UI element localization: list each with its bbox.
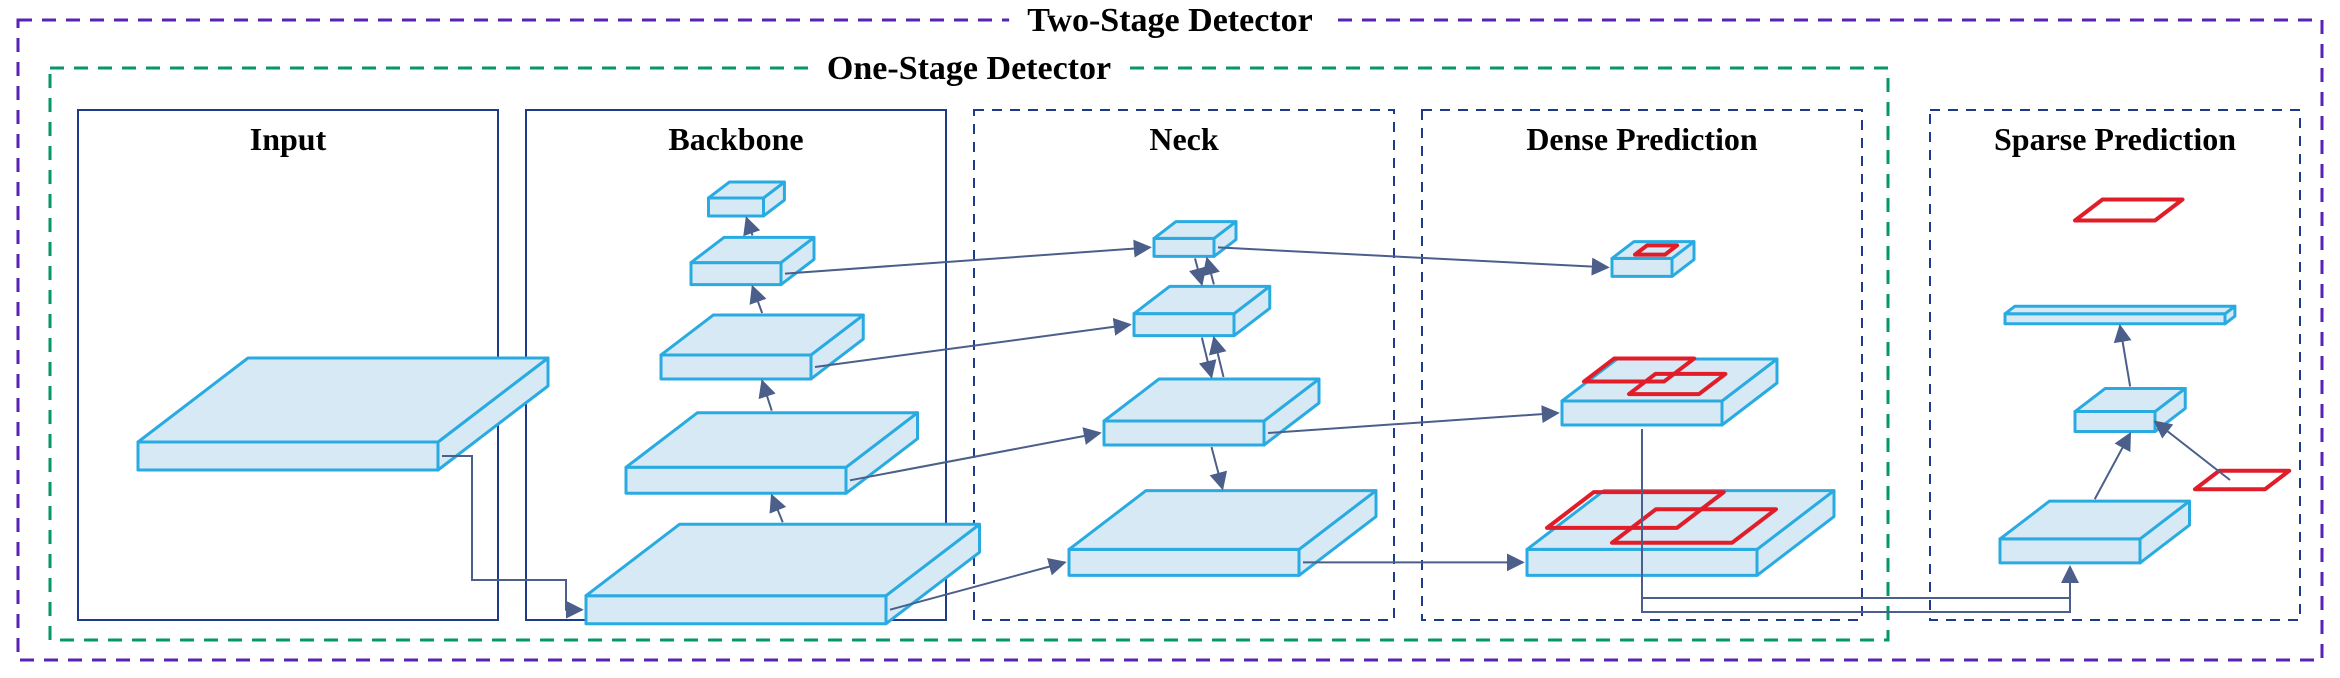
two-stage-box-label: Two-Stage Detector — [1027, 2, 1312, 39]
stage-title-dense: Dense Prediction — [1526, 121, 1758, 157]
stage-title-neck: Neck — [1149, 121, 1219, 157]
slab-sp_bar — [2005, 306, 2235, 324]
stage-title-sparse: Sparse Prediction — [1994, 121, 2236, 157]
stage-title-input: Input — [250, 121, 327, 157]
one-stage-box-label: One-Stage Detector — [827, 50, 1111, 87]
stage-title-backbone: Backbone — [668, 121, 803, 157]
